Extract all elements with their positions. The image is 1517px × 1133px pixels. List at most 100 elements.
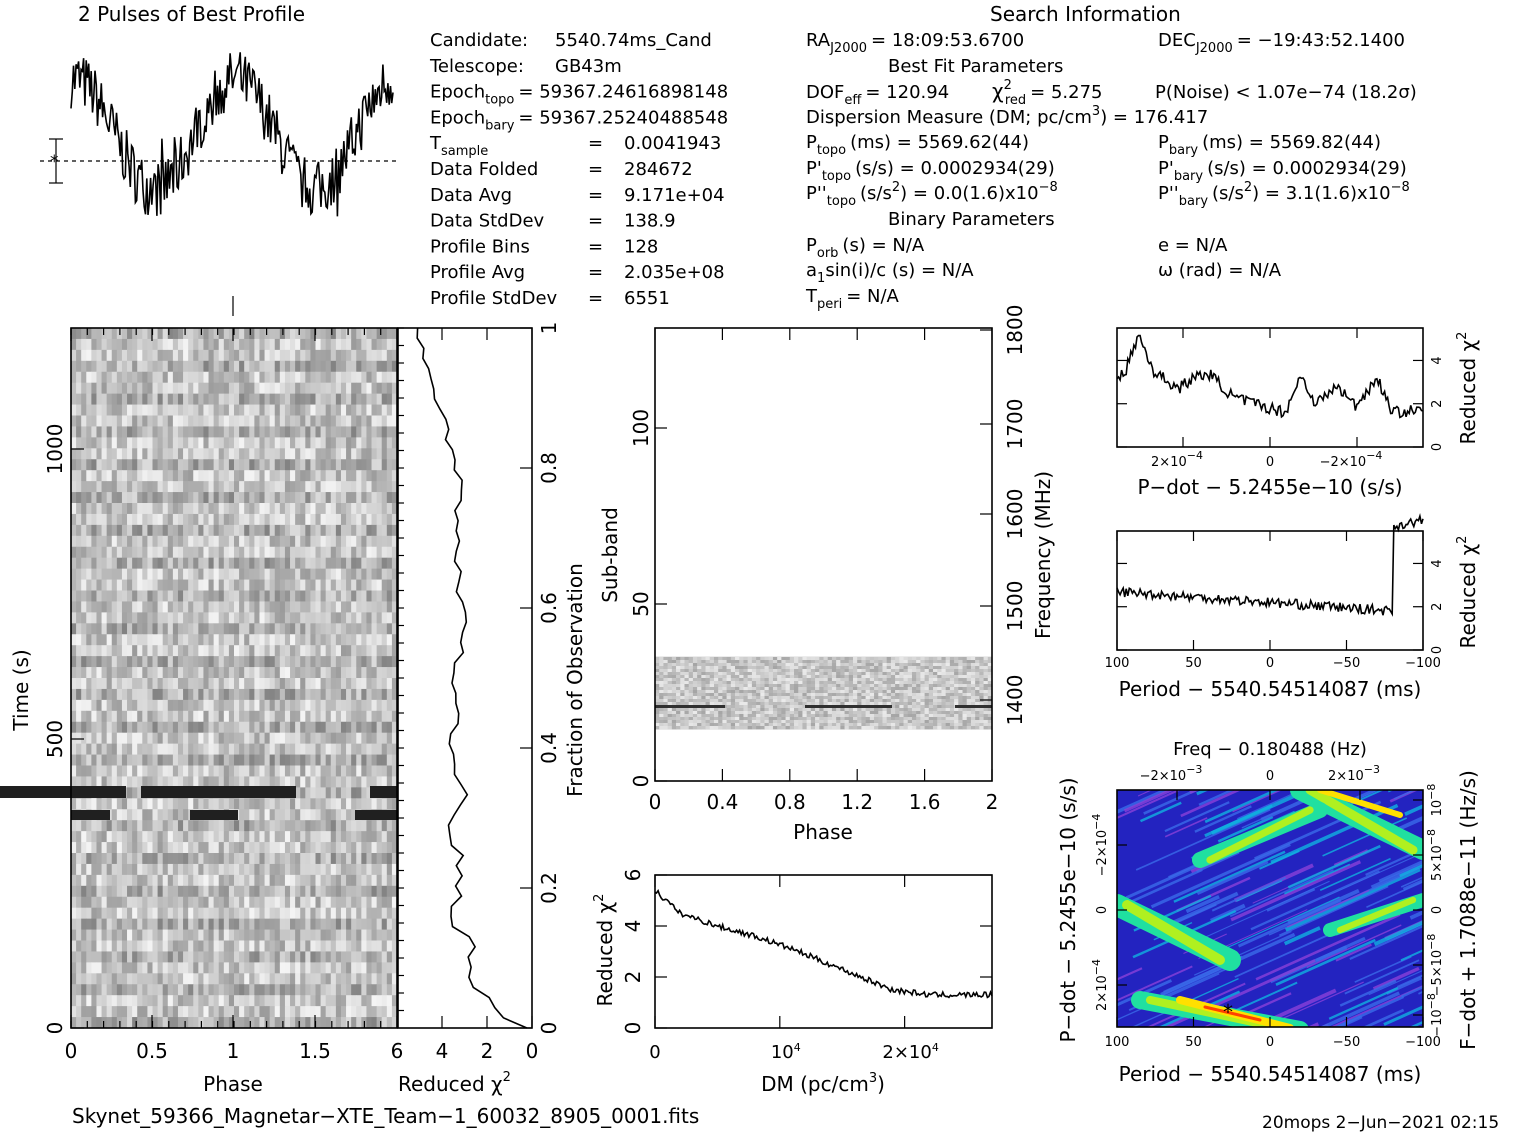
tp-cell xyxy=(162,885,169,898)
tp-cell xyxy=(239,513,245,526)
sb-cell xyxy=(777,666,782,670)
tp-cell xyxy=(239,481,245,493)
sb-cell xyxy=(907,678,913,682)
tp-cell xyxy=(376,503,383,515)
tp-cell xyxy=(177,360,184,373)
tp-cell xyxy=(71,995,77,1007)
tp-cell xyxy=(391,678,398,690)
sb-cell xyxy=(764,660,770,664)
tp-cell xyxy=(198,776,204,788)
tp-cell xyxy=(376,995,383,1007)
tp-cell xyxy=(310,393,316,405)
tp-cell xyxy=(157,404,164,416)
sb-cell xyxy=(743,678,748,682)
tp-cell xyxy=(76,579,82,591)
tp-cell xyxy=(340,853,347,865)
tp-cell xyxy=(101,874,108,887)
tp-cell xyxy=(310,995,316,1007)
tp-cell xyxy=(127,809,133,821)
tp-cell xyxy=(351,568,357,580)
tp-cell xyxy=(376,338,383,351)
tp-cell xyxy=(335,754,342,766)
tp-cell xyxy=(259,809,265,821)
tp-cell xyxy=(213,328,220,340)
sb-cell xyxy=(718,666,723,670)
tp-cell xyxy=(371,678,378,690)
tp-cell xyxy=(351,535,357,548)
tp-cell xyxy=(366,984,372,996)
tp-cell xyxy=(162,349,169,362)
tp-cell xyxy=(132,579,138,591)
tp-cell xyxy=(228,940,235,952)
tp-cell xyxy=(269,710,276,723)
tp-cell xyxy=(335,513,342,526)
tp-cell xyxy=(121,940,128,952)
sb-cell xyxy=(899,678,904,682)
tp-cell xyxy=(340,524,347,537)
tp-cell xyxy=(177,492,184,504)
tp-cell xyxy=(142,721,148,734)
sb-cell xyxy=(924,681,930,685)
tp-cell xyxy=(325,688,332,701)
tp-cell xyxy=(121,568,128,580)
tp-cell xyxy=(188,349,194,362)
tp-cell xyxy=(305,743,311,755)
sb-cell xyxy=(949,672,955,676)
tp-cell xyxy=(310,699,316,712)
tp-cell xyxy=(269,776,276,788)
tp-cell xyxy=(137,820,143,832)
tp-cell xyxy=(346,557,352,570)
tp-cell xyxy=(81,820,87,832)
tp-cell xyxy=(121,721,128,734)
tp-cell xyxy=(142,568,148,580)
tp-cell xyxy=(213,513,220,526)
tp-cell xyxy=(193,940,199,952)
sb-cell xyxy=(861,672,866,676)
tp-cell xyxy=(106,820,113,832)
tp-cell xyxy=(244,371,250,384)
tp-cell xyxy=(351,404,357,416)
tp-cell xyxy=(208,656,215,668)
tp-cell xyxy=(86,863,92,876)
tp-cell xyxy=(96,656,102,668)
tp-cell xyxy=(239,338,245,351)
tp-cell xyxy=(244,973,250,985)
sb-cell xyxy=(966,678,972,682)
tp-cell xyxy=(274,776,281,788)
tp-cell xyxy=(254,667,260,679)
tp-cell xyxy=(356,765,362,777)
tp-cell xyxy=(239,962,245,974)
tp-cell xyxy=(137,863,143,876)
tp-cell xyxy=(71,962,77,974)
tp-cell xyxy=(264,962,271,974)
tp-cell xyxy=(127,929,133,941)
sb-cell xyxy=(966,660,972,664)
tp-cell xyxy=(188,853,194,865)
tp-cell xyxy=(361,1006,367,1018)
tp-cell xyxy=(290,645,296,657)
tp-cell xyxy=(218,984,225,996)
tp-cell xyxy=(198,481,204,493)
tp-cell xyxy=(340,995,347,1007)
tp-cell xyxy=(81,601,87,613)
tp-cell xyxy=(300,732,306,745)
tp-cell xyxy=(228,732,235,745)
tp-cell xyxy=(203,776,209,788)
tp-cell xyxy=(290,601,296,613)
tp-cell xyxy=(259,328,265,340)
tp-cell xyxy=(330,557,337,570)
tp-cell xyxy=(162,918,169,930)
tp-cell xyxy=(239,678,245,690)
tp-cell xyxy=(335,360,342,373)
tp-cell xyxy=(371,732,378,745)
tp-cell xyxy=(295,896,301,909)
tp-cell xyxy=(381,874,388,887)
tp-cell xyxy=(310,557,316,570)
tp-cell xyxy=(101,732,108,745)
tp-cell xyxy=(121,557,128,570)
tp-cell xyxy=(193,995,199,1007)
tp-cell xyxy=(167,349,174,362)
tp-cell xyxy=(386,360,393,373)
tp-cell xyxy=(290,688,296,701)
tp-cell xyxy=(259,349,265,362)
